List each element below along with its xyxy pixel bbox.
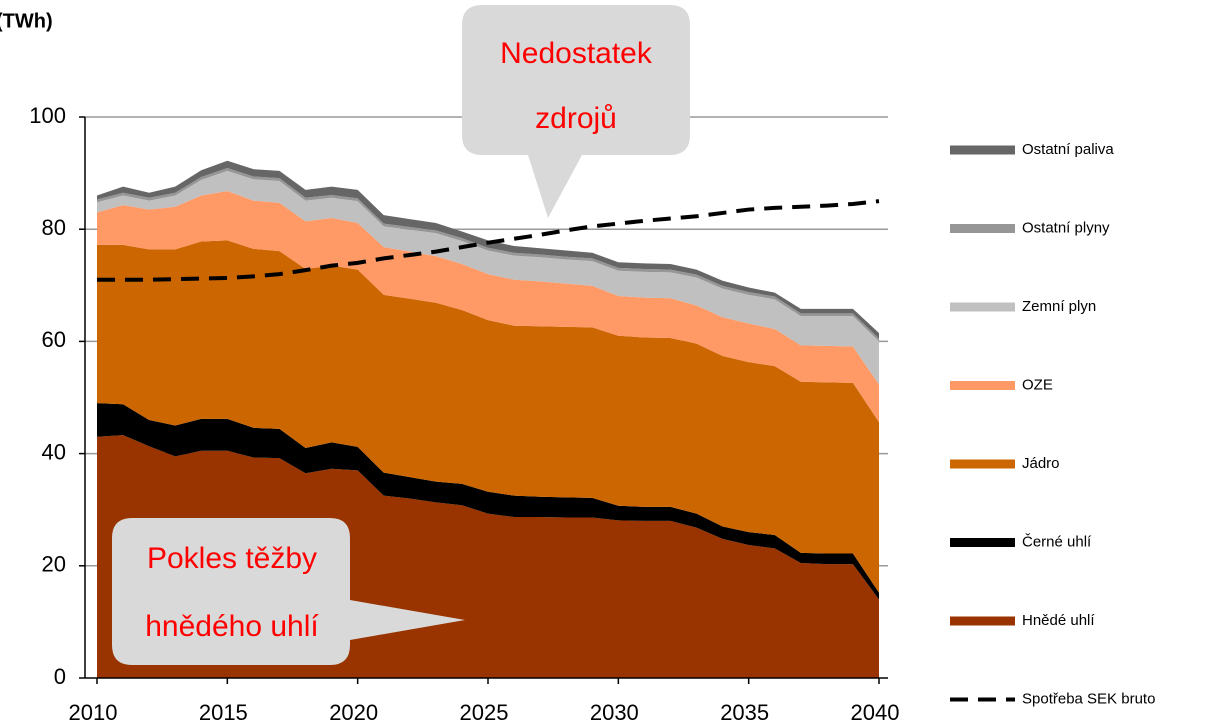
x-tick-label: 2020 [329,700,378,725]
y-tick-label: 60 [42,327,66,352]
annotation-text: Pokles těžby [147,542,317,575]
x-tick-label: 2030 [590,700,639,725]
legend-label: Černé uhlí [1022,533,1092,550]
callout-shortage [462,5,690,218]
annotation-text: hnědého uhlí [145,610,319,643]
x-tick-label: 2035 [720,700,769,725]
legend-label: OZE [1022,376,1053,393]
callout-decline [112,518,465,665]
x-tick-label: 2015 [199,700,248,725]
x-tick-label: 2040 [851,700,900,725]
y-tick-label: 20 [42,552,66,577]
x-tick-label: 2025 [460,700,509,725]
annotation-text: zdrojů [535,102,617,135]
legend-label: Ostatní paliva [1022,141,1114,158]
y-axis-label: (TWh) [0,10,53,32]
y-tick-label: 80 [42,215,66,240]
y-tick-label: 40 [42,439,66,464]
legend-label: Jádro [1022,455,1060,472]
y-tick-label: 100 [29,103,66,128]
annotation-text: Nedostatek [500,37,653,70]
y-tick-label: 0 [54,664,66,689]
legend-label: Ostatní plyny [1022,219,1110,236]
legend-label: Hnědé uhlí [1022,612,1095,629]
area [97,191,879,423]
x-tick-label: 2010 [69,700,118,725]
legend-label: Spotřeba SEK bruto [1022,690,1155,707]
line [97,199,880,282]
legend-label: Zemní plyn [1022,298,1096,315]
area [97,403,879,600]
area [97,240,879,593]
